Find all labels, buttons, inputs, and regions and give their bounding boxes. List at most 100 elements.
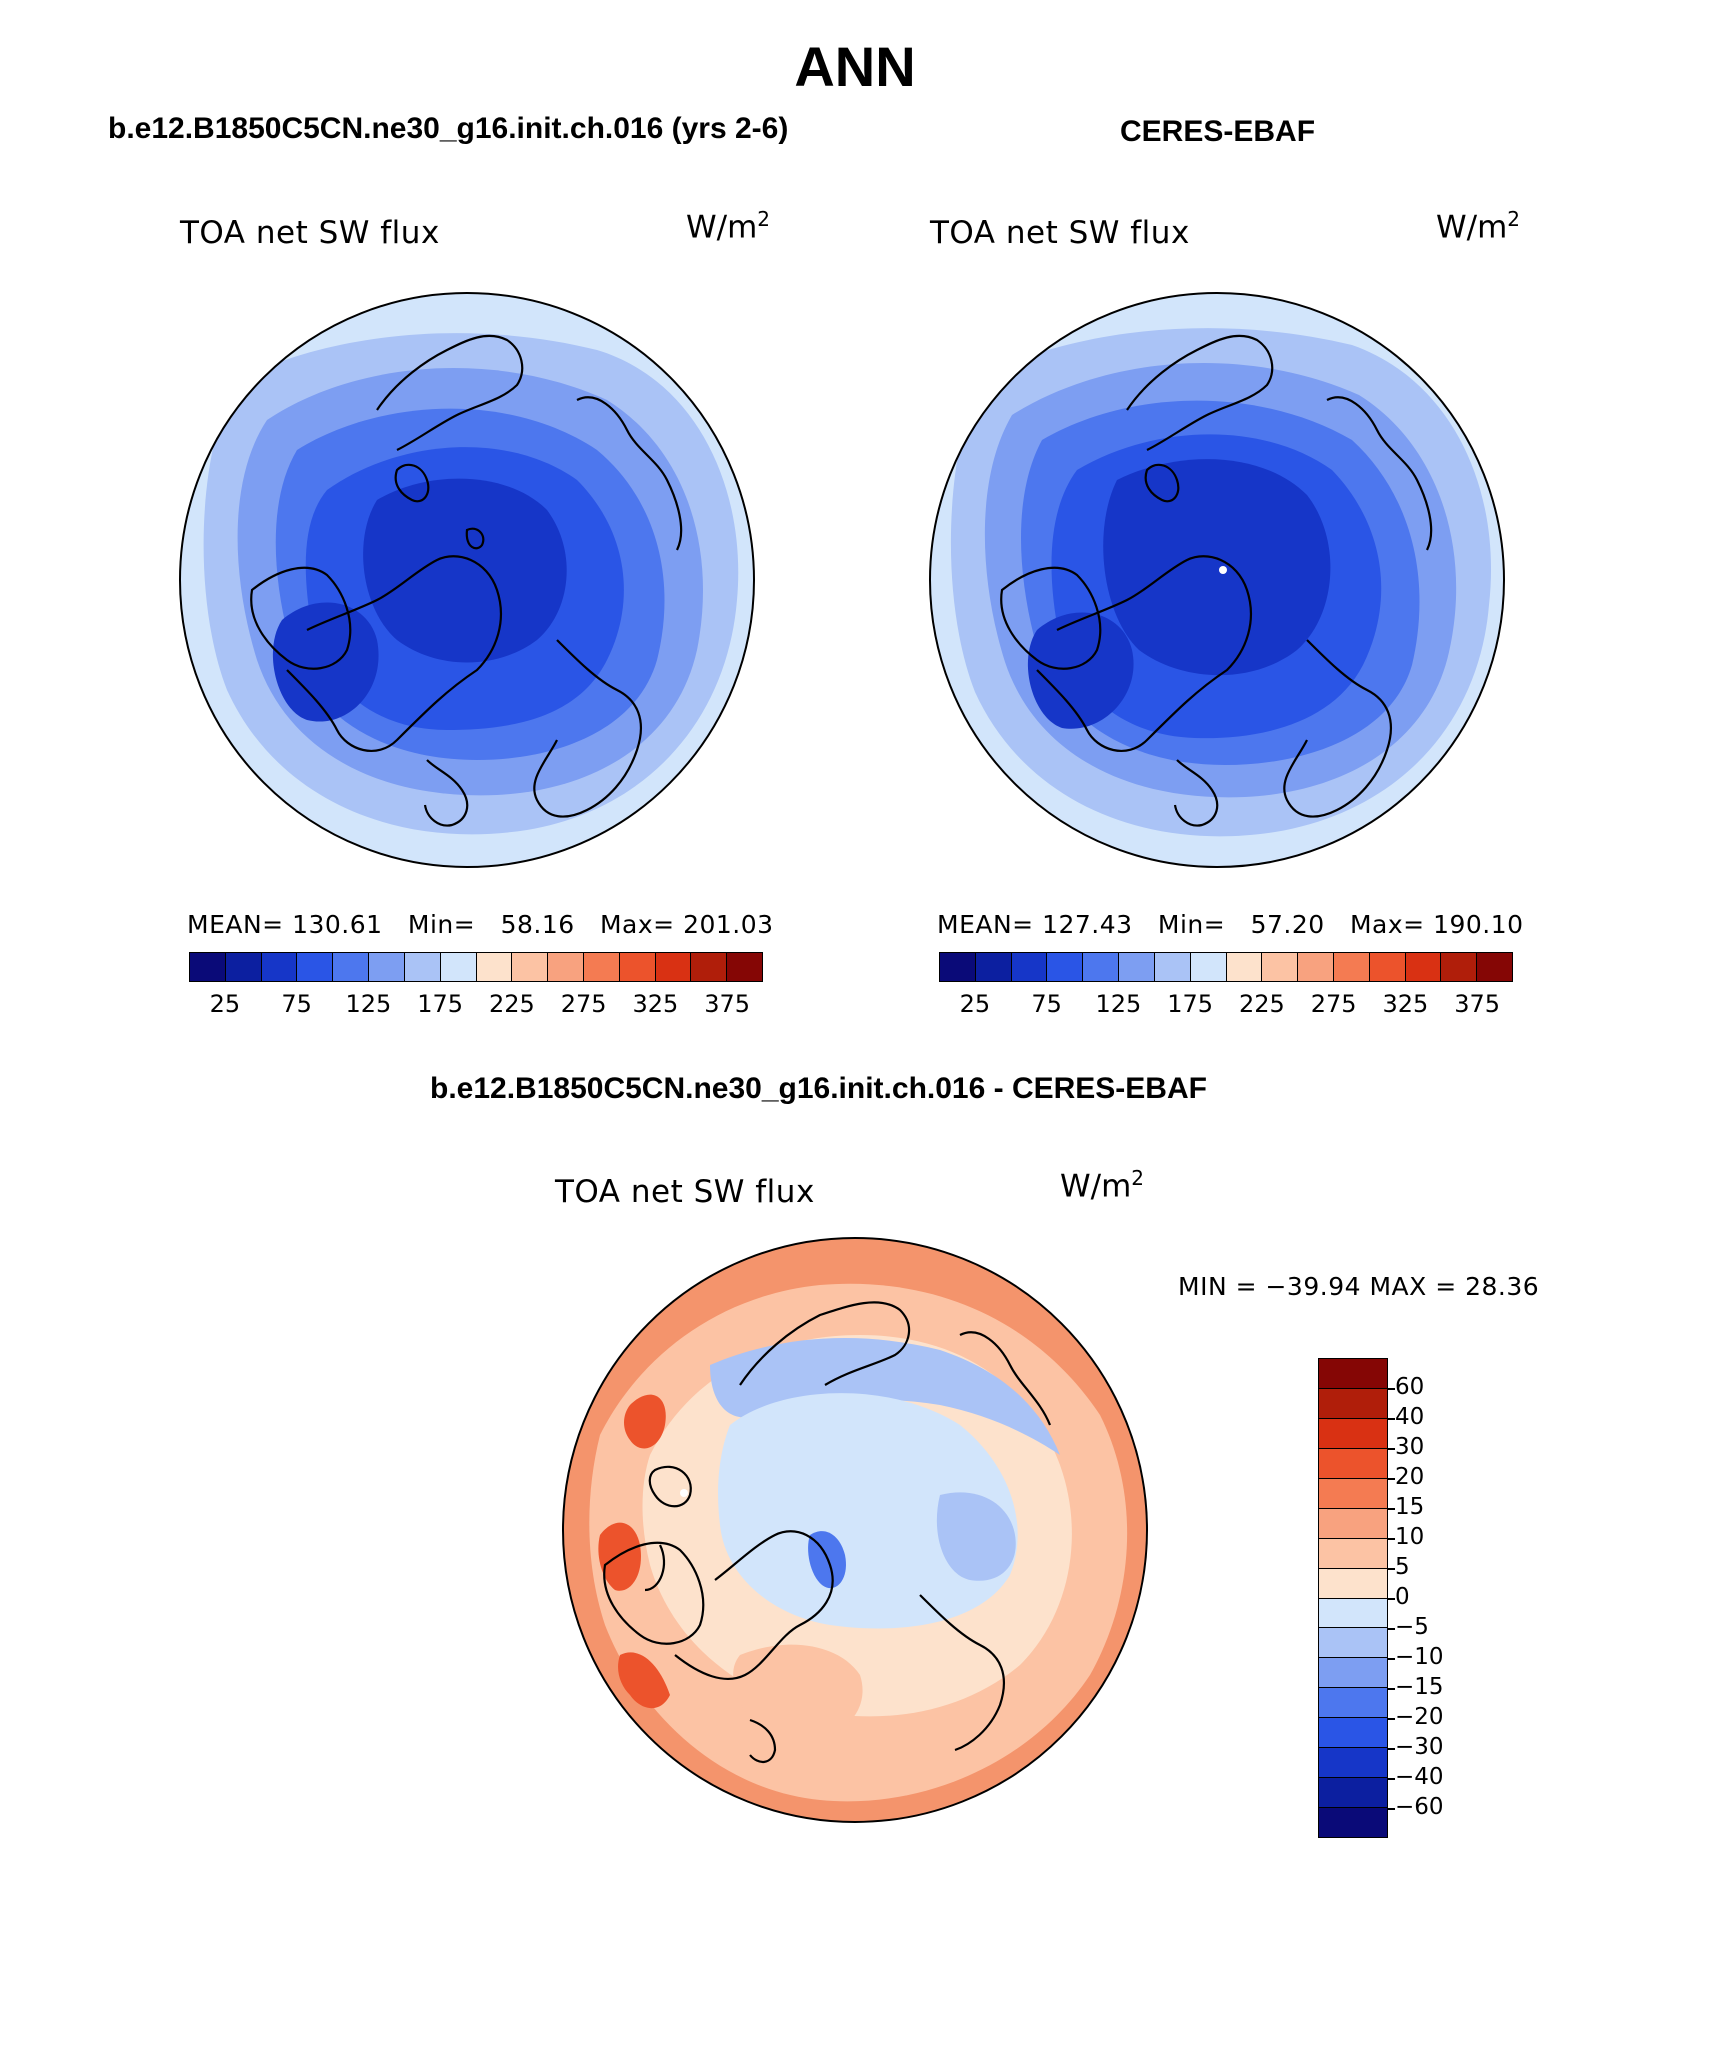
colorbar-tick-label: 275 [1310,990,1357,1018]
colorbar-segment [1319,1508,1387,1539]
colorbar-tick-label: 5 [1395,1554,1410,1580]
colorbar-tick-label: 15 [1395,1494,1425,1520]
colorbar-tick-label: 325 [1382,990,1429,1018]
colorbar-tick-label: 30 [1395,1434,1425,1460]
colorbar-diff-ticks: 60 40 30 20 15 10 5 0 −5 −10 −15 −20 −30 −40 −60 [1388,1358,1475,1838]
colorbar-segment [261,953,298,981]
colorbar-tick-label: 75 [281,990,312,1018]
colorbar-tick-mark [1388,1508,1395,1510]
colorbar-tick-mark [1388,1718,1395,1720]
colorbar-segment [1262,953,1299,981]
diff-case-title: b.e12.B1850C5CN.ne30_g16.init.ch.016 - C… [430,1072,1207,1105]
colorbar-tick-label: 10 [1395,1524,1425,1550]
colorbar-tick-mark [1388,1538,1395,1540]
colorbar-tick-label: −5 [1395,1614,1429,1640]
colorbar-segment [975,953,1012,981]
panel-right-units: W/m2 [1436,207,1521,246]
colorbar-segment [1011,953,1048,981]
colorbar-tick-mark [1388,1418,1395,1420]
colorbar-segment [1298,953,1334,981]
colorbar-segment [476,953,513,981]
panel-left-field-label: TOA net SW flux [180,215,440,251]
colorbar-tick-label: 125 [1095,990,1142,1018]
panel-right-case-title: CERES-EBAF [1120,115,1316,148]
colorbar-tick-mark [1388,1388,1395,1390]
colorbar-left [189,952,763,982]
colorbar-segment [548,953,584,981]
colorbar-right [939,952,1513,982]
colorbar-tick-label: −60 [1395,1794,1444,1820]
diff-minmax: MIN = −39.94 MAX = 28.36 [1178,1272,1540,1301]
colorbar-segment [940,953,976,981]
panel-left-case-title: b.e12.B1850C5CN.ne30_g16.init.ch.016 (yr… [108,112,789,145]
colorbar-segment [1319,1478,1387,1509]
colorbar-tick-label: 375 [1454,990,1501,1018]
colorbar-segment [1119,953,1155,981]
colorbar-segment [1319,1808,1387,1837]
colorbar-tick-mark [1388,1658,1395,1660]
colorbar-segment [1441,953,1478,981]
coastlines [250,334,683,827]
colorbar-tick-label: 60 [1395,1374,1425,1400]
map-border [562,1237,1148,1823]
colorbar-segment [1319,1688,1387,1719]
colorbar-diff [1318,1358,1388,1838]
colorbar-tick-mark [1388,1568,1395,1570]
colorbar-tick-label: 175 [1167,990,1214,1018]
colorbar-tick-label: 25 [959,990,991,1018]
colorbar-segment [1319,1598,1387,1629]
colorbar-segment [1319,1418,1387,1449]
colorbar-segment [1319,1658,1387,1689]
colorbar-segment [1226,953,1263,981]
colorbar-segment [1047,953,1084,981]
colorbar-tick-label: −30 [1395,1734,1444,1760]
colorbar-segment [655,953,692,981]
colorbar-right-ticks: 25 75 125 175 225 275 325 375 [939,990,1513,1020]
panel-right-stats: MEAN= 127.43 Min= 57.20 Max= 190.10 [937,910,1524,939]
colorbar-segment [1190,953,1227,981]
colorbar-segment [1319,1748,1387,1779]
figure-title: ANN [794,35,916,98]
colorbar-segment [1154,953,1191,981]
colorbar-segment [583,953,620,981]
colorbar-tick-label: 325 [632,990,679,1018]
pole-missing-dot [1219,566,1227,574]
colorbar-segment [1319,1388,1387,1419]
map-border [179,292,755,868]
colorbar-tick-label: 225 [488,990,535,1018]
colorbar-segment [619,953,656,981]
colorbar-segment [297,953,334,981]
colorbar-tick-label: 20 [1395,1464,1425,1490]
colorbar-tick-mark [1388,1598,1395,1600]
colorbar-segment [1333,953,1370,981]
colorbar-segment [727,953,762,981]
colorbar-tick-label: −20 [1395,1704,1444,1730]
colorbar-segment [1319,1568,1387,1599]
colorbar-segment [1405,953,1442,981]
colorbar-segment [333,953,370,981]
colorbar-tick-mark [1388,1448,1395,1450]
colorbar-left-ticks: 25 75 125 175 225 275 325 375 [189,990,763,1020]
pole-missing-dot [680,1489,688,1497]
panel-left-stats: MEAN= 130.61 Min= 58.16 Max= 201.03 [187,910,774,939]
colorbar-tick-mark [1388,1478,1395,1480]
diff-field-label: TOA net SW flux [555,1174,815,1210]
map-right-obs [929,292,1505,868]
colorbar-tick-label: 175 [417,990,464,1018]
colorbar-tick-label: −40 [1395,1764,1444,1790]
colorbar-tick-label: −15 [1395,1674,1444,1700]
map-border [929,292,1505,868]
panel-right-field-label: TOA net SW flux [930,215,1190,251]
colorbar-segment [1319,1718,1387,1749]
diff-units: W/m2 [1060,1166,1145,1205]
colorbar-segment [1319,1778,1387,1809]
colorbar-segment [225,953,262,981]
colorbar-tick-mark [1388,1748,1395,1750]
panel-left-units: W/m2 [686,207,771,246]
colorbar-segment [512,953,549,981]
map-left-model [179,292,755,868]
colorbar-tick-label: 25 [209,990,241,1018]
colorbar-tick-label: 75 [1031,990,1062,1018]
colorbar-segment [369,953,405,981]
colorbar-tick-label: 125 [345,990,392,1018]
